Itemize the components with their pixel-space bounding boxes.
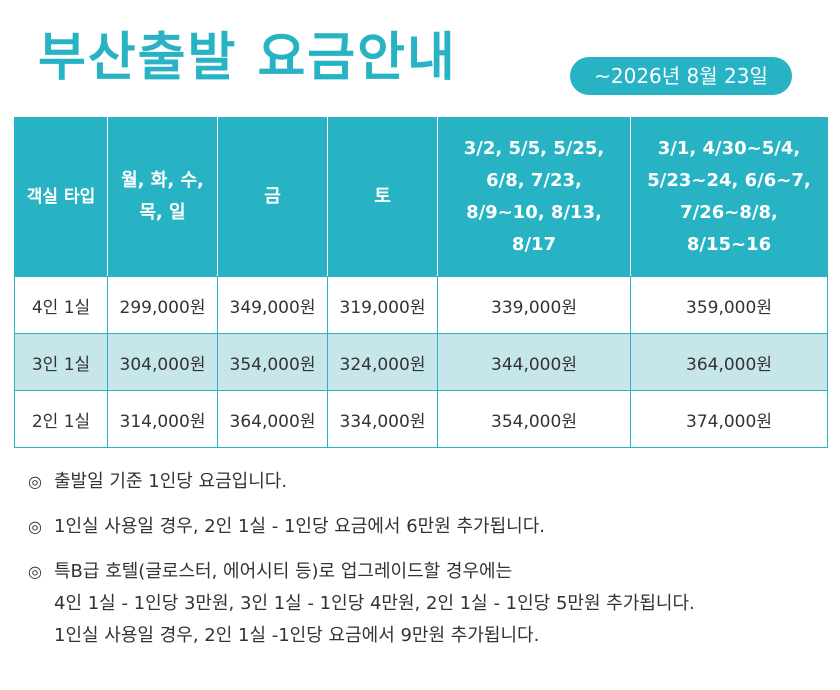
- price-cell: 304,000원: [107, 333, 218, 391]
- price-table: 객실 타입 월, 화, 수, 목, 일 금 토 3/2, 5/5, 5/25, …: [14, 117, 828, 448]
- note-text: 1인실 사용일 경우, 2인 1실 - 1인당 요금에서 6만원 추가됩니다.: [54, 516, 546, 537]
- note-text: 1인실 사용일 경우, 2인 1실 -1인당 요금에서 9만원 추가됩니다.: [54, 625, 540, 646]
- header-saturday: 토: [327, 117, 438, 277]
- room-type-cell: 3인 1실: [14, 333, 108, 391]
- price-cell: 334,000원: [327, 390, 438, 448]
- price-cell: 359,000원: [630, 276, 828, 334]
- note-item: ◎ 출발일 기준 1인당 요금입니다.: [28, 466, 695, 498]
- price-cell: 299,000원: [107, 276, 218, 334]
- date-badge: ~2026년 8월 23일: [570, 57, 792, 95]
- price-cell: 374,000원: [630, 390, 828, 448]
- price-cell: 364,000원: [630, 333, 828, 391]
- notes-section: ◎ 출발일 기준 1인당 요금입니다. ◎ 1인실 사용일 경우, 2인 1실 …: [28, 466, 695, 652]
- note-item: ◎ 1인실 사용일 경우, 2인 1실 - 1인당 요금에서 6만원 추가됩니다…: [28, 511, 695, 543]
- price-cell: 349,000원: [217, 276, 328, 334]
- price-cell: 344,000원: [437, 333, 631, 391]
- table-row: 2인 1실 314,000원 364,000원 334,000원 354,000…: [14, 390, 828, 448]
- header-friday: 금: [217, 117, 328, 277]
- price-cell: 324,000원: [327, 333, 438, 391]
- price-cell: 314,000원: [107, 390, 218, 448]
- room-type-cell: 2인 1실: [14, 390, 108, 448]
- table-row: 3인 1실 304,000원 354,000원 324,000원 344,000…: [14, 333, 828, 391]
- price-cell: 354,000원: [437, 390, 631, 448]
- note-item: ◎ 특B급 호텔(글로스터, 에어시티 등)로 업그레이드할 경우에는 4인 1…: [28, 556, 695, 652]
- header-special-dates-2: 3/1, 4/30~5/4, 5/23~24, 6/6~7, 7/26~8/8,…: [630, 117, 828, 277]
- bullet-icon: ◎: [28, 562, 42, 581]
- page-title: 부산출발 요금안내: [38, 28, 457, 88]
- header-weekday: 월, 화, 수, 목, 일: [107, 117, 218, 277]
- note-text: 출발일 기준 1인당 요금입니다.: [54, 471, 288, 492]
- bullet-icon: ◎: [28, 517, 42, 536]
- note-text: 특B급 호텔(글로스터, 에어시티 등)로 업그레이드할 경우에는: [54, 561, 513, 582]
- note-text: 4인 1실 - 1인당 3만원, 3인 1실 - 1인당 4만원, 2인 1실 …: [54, 593, 695, 614]
- bullet-icon: ◎: [28, 472, 42, 491]
- price-cell: 364,000원: [217, 390, 328, 448]
- price-cell: 339,000원: [437, 276, 631, 334]
- header-special-dates-1: 3/2, 5/5, 5/25, 6/8, 7/23, 8/9~10, 8/13,…: [437, 117, 631, 277]
- price-cell: 319,000원: [327, 276, 438, 334]
- table-row: 4인 1실 299,000원 349,000원 319,000원 339,000…: [14, 276, 828, 334]
- price-cell: 354,000원: [217, 333, 328, 391]
- header-room-type: 객실 타입: [14, 117, 108, 277]
- room-type-cell: 4인 1실: [14, 276, 108, 334]
- table-header-row: 객실 타입 월, 화, 수, 목, 일 금 토 3/2, 5/5, 5/25, …: [14, 117, 828, 277]
